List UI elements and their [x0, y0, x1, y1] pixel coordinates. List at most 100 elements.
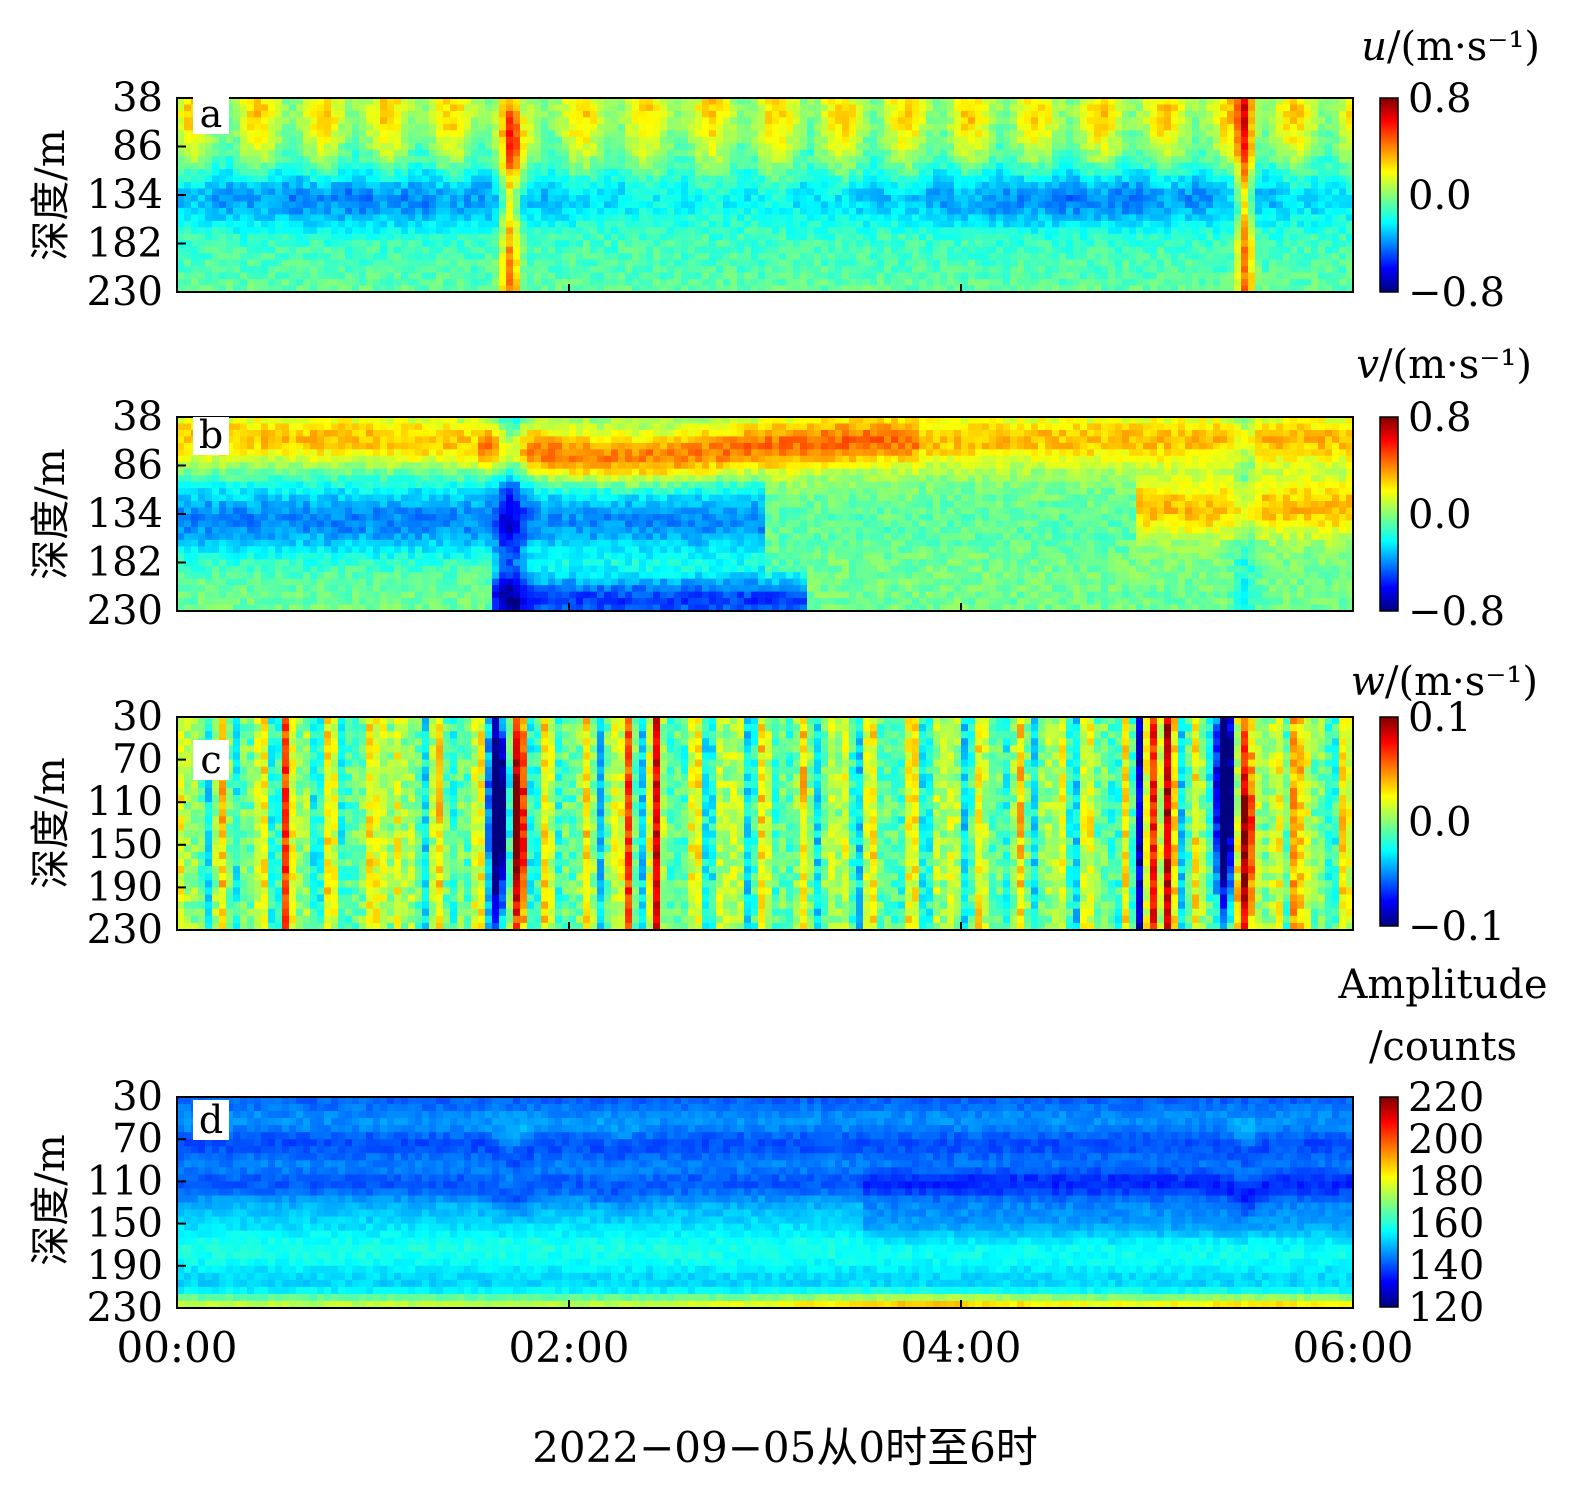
heatmap-cell [1038, 169, 1046, 177]
heatmap-cell [1283, 175, 1291, 183]
heatmap-cell [1304, 98, 1312, 106]
heatmap-cell [933, 272, 941, 280]
heatmap-cell [1115, 220, 1123, 228]
heatmap-cell [506, 207, 514, 215]
heatmap-cell [219, 195, 227, 203]
heatmap-cell [625, 266, 633, 274]
heatmap-cell [1059, 195, 1067, 203]
heatmap-cell [1115, 253, 1123, 261]
heatmap-cell [394, 240, 402, 248]
heatmap-cell [842, 175, 850, 183]
heatmap-cell [639, 240, 647, 248]
heatmap-cell [492, 220, 500, 228]
heatmap-cell [730, 253, 738, 261]
heatmap-cell [604, 156, 612, 164]
heatmap-cell [1262, 169, 1270, 177]
heatmap-cell [1241, 201, 1249, 209]
heatmap-cell [1136, 227, 1144, 235]
heatmap-cell [527, 143, 535, 151]
heatmap-cell [513, 207, 521, 215]
heatmap-cell [954, 104, 962, 112]
heatmap-cell [1171, 195, 1179, 203]
heatmap-cell [401, 130, 409, 138]
heatmap-cell [758, 130, 766, 138]
heatmap-cell [1234, 130, 1242, 138]
heatmap-cell [1094, 130, 1102, 138]
heatmap-cell [401, 272, 409, 280]
heatmap-cell [968, 104, 976, 112]
heatmap-cell [891, 246, 899, 254]
heatmap-cell [1220, 104, 1228, 112]
heatmap-cell [884, 110, 892, 118]
heatmap-cell [338, 279, 346, 287]
heatmap-cell [555, 98, 563, 106]
heatmap-cell [513, 220, 521, 228]
heatmap-cell [912, 149, 920, 157]
heatmap-cell [1311, 246, 1319, 254]
heatmap-cell [324, 195, 332, 203]
heatmap-cell [1325, 233, 1333, 241]
heatmap-cell [576, 143, 584, 151]
heatmap-cell [1234, 104, 1242, 112]
heatmap-cell [240, 253, 248, 261]
heatmap-cell [1143, 272, 1151, 280]
heatmap-cell [891, 143, 899, 151]
heatmap-cell [1332, 136, 1340, 144]
heatmap-cell [1311, 195, 1319, 203]
heatmap-cell [632, 220, 640, 228]
heatmap-cell [464, 188, 472, 196]
heatmap-cell [688, 259, 696, 267]
heatmap-cell [1003, 214, 1011, 222]
heatmap-cell [1262, 201, 1270, 209]
heatmap-cell [1059, 207, 1067, 215]
heatmap-cell [1297, 240, 1305, 248]
heatmap-cell [751, 169, 759, 177]
heatmap-cell [751, 207, 759, 215]
heatmap-cell [709, 169, 717, 177]
heatmap-cell [226, 253, 234, 261]
heatmap-cell [429, 207, 437, 215]
heatmap-cell [1192, 98, 1200, 106]
heatmap-cell [947, 246, 955, 254]
heatmap-cell [1164, 175, 1172, 183]
heatmap-cell [765, 143, 773, 151]
heatmap-cell [1304, 117, 1312, 125]
heatmap-cell [989, 162, 997, 170]
heatmap-cell [261, 214, 269, 222]
heatmap-cell [520, 162, 528, 170]
heatmap-cell [940, 240, 948, 248]
heatmap-cell [1241, 272, 1249, 280]
heatmap-cell [1311, 117, 1319, 125]
heatmap-cell [345, 214, 353, 222]
heatmap-cell [1157, 169, 1165, 177]
heatmap-cell [338, 240, 346, 248]
heatmap-cell [1045, 207, 1053, 215]
heatmap-cell [758, 182, 766, 190]
heatmap-cell [968, 207, 976, 215]
heatmap-cell [814, 207, 822, 215]
heatmap-cell [835, 136, 843, 144]
heatmap-cell [800, 272, 808, 280]
heatmap-cell [772, 253, 780, 261]
heatmap-cell [380, 188, 388, 196]
heatmap-cell [422, 266, 430, 274]
heatmap-cell [324, 175, 332, 183]
heatmap-cell [1346, 188, 1354, 196]
heatmap-cell [723, 207, 731, 215]
heatmap-cell [597, 253, 605, 261]
heatmap-cell [303, 272, 311, 280]
heatmap-cell [226, 110, 234, 118]
heatmap-cell [919, 149, 927, 157]
heatmap-cell [940, 253, 948, 261]
heatmap-cell [268, 162, 276, 170]
heatmap-cell [730, 246, 738, 254]
heatmap-cell [1262, 162, 1270, 170]
heatmap-cell [1017, 188, 1025, 196]
heatmap-cell [1199, 156, 1207, 164]
heatmap-cell [772, 182, 780, 190]
heatmap-cell [1325, 253, 1333, 261]
heatmap-cell [821, 188, 829, 196]
heatmap-cell [870, 136, 878, 144]
heatmap-cell [1325, 156, 1333, 164]
heatmap-cell [583, 104, 591, 112]
